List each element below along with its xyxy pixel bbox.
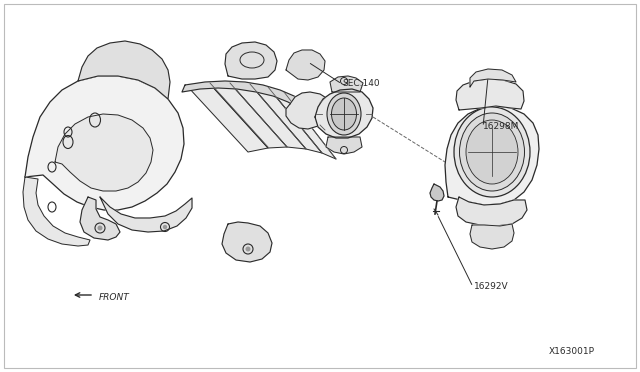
Polygon shape	[222, 222, 272, 262]
Polygon shape	[250, 84, 322, 153]
Text: FRONT: FRONT	[99, 293, 130, 302]
Polygon shape	[286, 92, 333, 129]
Polygon shape	[23, 177, 90, 246]
Polygon shape	[456, 197, 527, 226]
Polygon shape	[230, 83, 306, 149]
Polygon shape	[445, 106, 539, 205]
Text: SEC.140: SEC.140	[342, 79, 380, 88]
Text: 16298M: 16298M	[483, 122, 520, 131]
Polygon shape	[78, 41, 170, 99]
Ellipse shape	[454, 107, 530, 197]
Polygon shape	[210, 83, 287, 148]
Polygon shape	[286, 50, 325, 80]
Ellipse shape	[466, 120, 518, 184]
Polygon shape	[188, 84, 268, 152]
Text: X163001P: X163001P	[549, 347, 595, 356]
Ellipse shape	[332, 98, 356, 130]
Polygon shape	[80, 197, 120, 240]
Circle shape	[246, 247, 250, 251]
Polygon shape	[315, 89, 373, 138]
Polygon shape	[330, 76, 363, 92]
Polygon shape	[326, 137, 362, 154]
Ellipse shape	[460, 113, 525, 191]
Polygon shape	[225, 42, 277, 79]
Polygon shape	[430, 184, 444, 201]
Polygon shape	[456, 79, 524, 110]
Polygon shape	[100, 197, 192, 232]
Circle shape	[163, 225, 167, 229]
Polygon shape	[470, 224, 514, 249]
Polygon shape	[268, 87, 336, 159]
Ellipse shape	[327, 93, 361, 135]
Polygon shape	[25, 76, 184, 210]
Polygon shape	[55, 114, 153, 191]
Polygon shape	[470, 69, 516, 87]
Circle shape	[97, 225, 102, 231]
Polygon shape	[182, 81, 317, 124]
Text: 16292V: 16292V	[474, 282, 508, 291]
